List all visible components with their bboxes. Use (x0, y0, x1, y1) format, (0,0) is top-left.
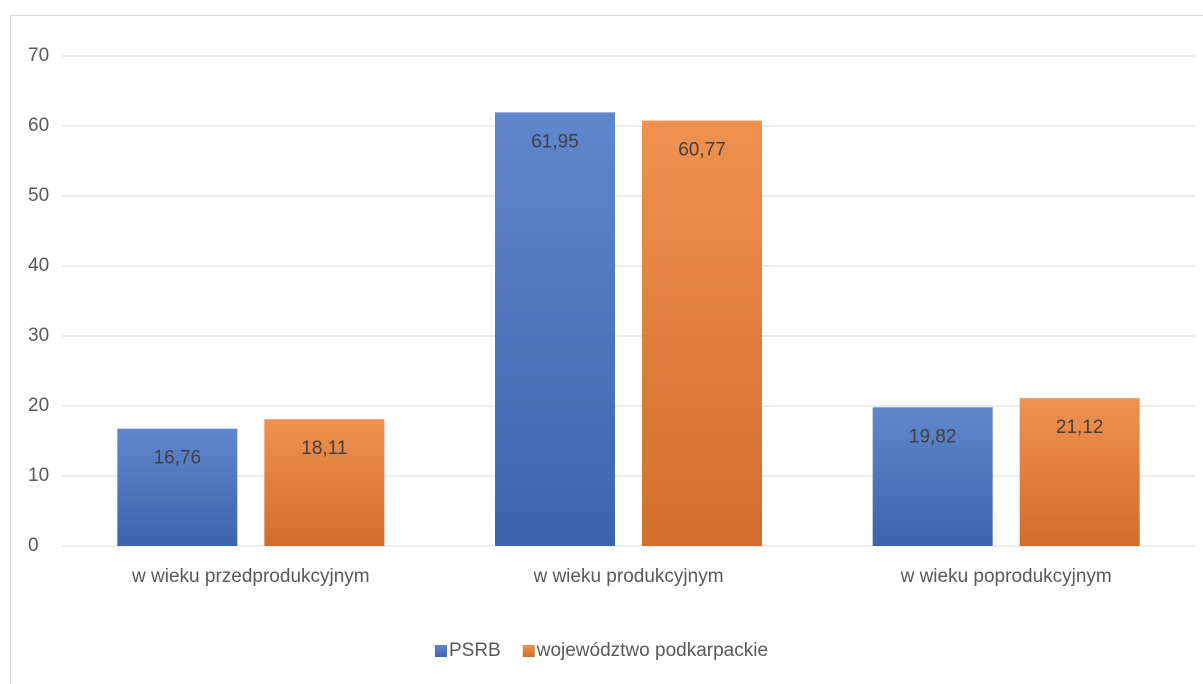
y-tick-label: 70 (28, 45, 49, 66)
chart-frame (10, 15, 1203, 684)
x-tick-label: w wieku przedprodukcyjnym (131, 566, 370, 587)
value-label: 18,11 (301, 438, 347, 459)
y-tick-label: 60 (28, 115, 49, 136)
legend: PSRB województwo podkarpackie (434, 640, 768, 661)
legend-label: PSRB (449, 640, 501, 661)
value-label: 61,95 (531, 131, 579, 152)
y-tick-label: 10 (28, 465, 49, 486)
x-tick-label: w wieku produkcyjnym (532, 566, 723, 587)
value-label: 19,82 (909, 426, 957, 447)
legend-label: województwo podkarpackie (536, 640, 768, 661)
value-label: 21,12 (1056, 417, 1104, 438)
legend-swatch (434, 645, 447, 657)
bar (264, 419, 385, 546)
value-label: 16,76 (154, 448, 202, 469)
x-tick-label: w wieku poprodukcyjnym (900, 566, 1112, 587)
value-label: 60,77 (678, 140, 726, 161)
bar (872, 407, 993, 546)
y-tick-label: 50 (28, 185, 49, 206)
y-tick-label: 0 (28, 535, 39, 556)
y-tick-label: 40 (28, 255, 49, 276)
bar (642, 120, 762, 547)
legend-swatch (522, 645, 535, 657)
bar (1019, 398, 1140, 546)
bar (495, 112, 615, 546)
y-tick-label: 30 (28, 325, 49, 346)
y-tick-label: 20 (28, 395, 49, 416)
bar (117, 428, 238, 546)
